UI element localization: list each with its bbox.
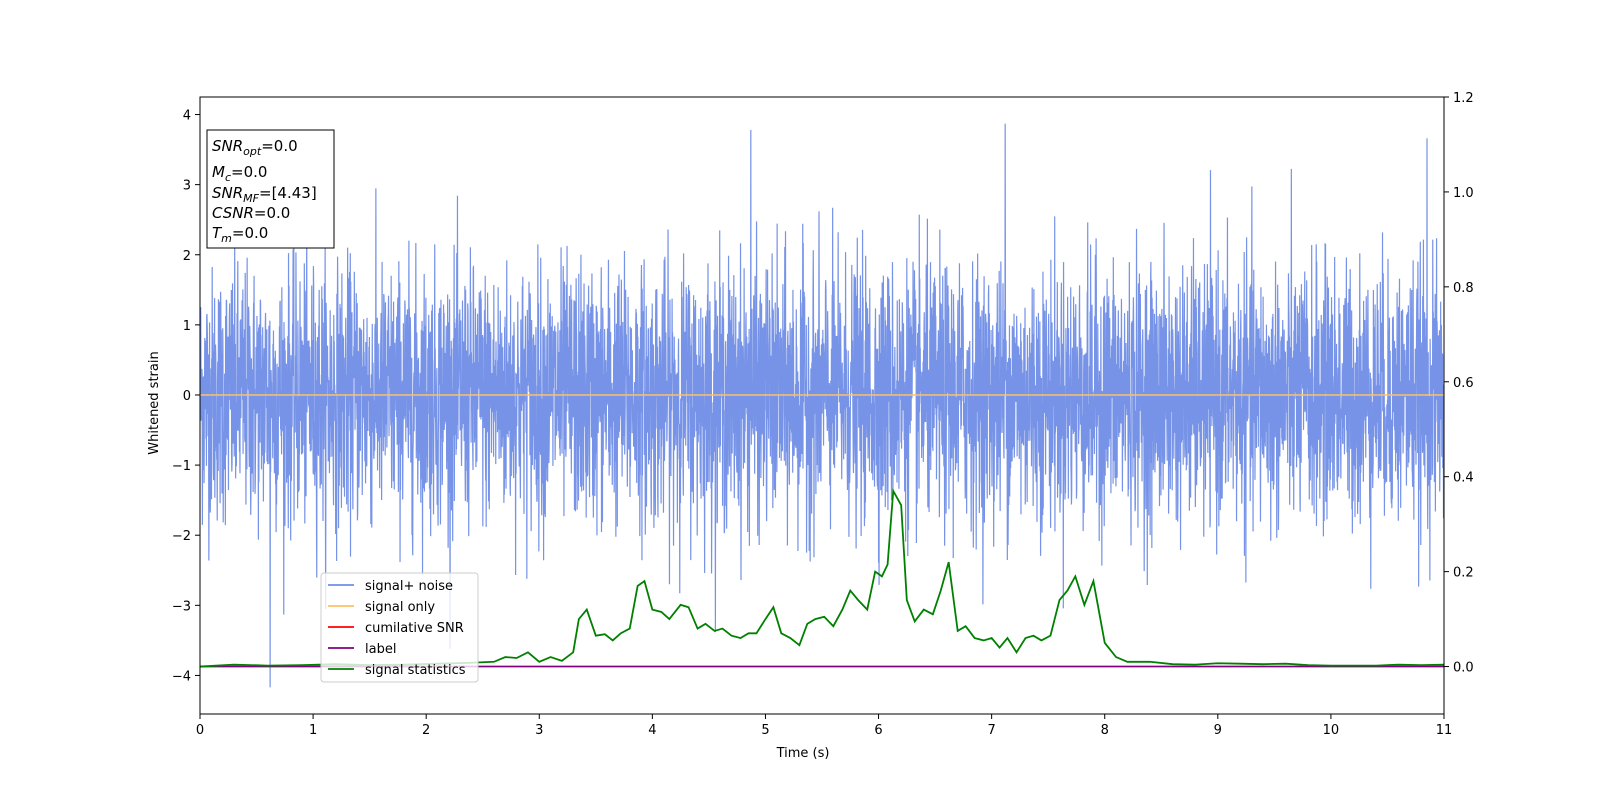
y-left-tick-label: 1 [183,319,191,334]
y-left-tick-label: −3 [172,599,191,614]
y-left-tick-label: 0 [183,389,191,404]
x-tick-label: 0 [196,723,204,738]
plot-frame [199,96,1445,715]
legend-label: signal statistics [365,663,466,678]
y-right-tick-label: 0.4 [1453,471,1474,486]
snr-mf-text: SNRMF=[4.43] [212,184,317,205]
y-left-tick-label: −1 [172,459,191,474]
x-tick-label: 1 [309,723,317,738]
y-left-tick-label: 3 [183,179,191,194]
y-right-tick-label: 0.0 [1453,661,1474,676]
series-line-5 [200,487,1444,668]
legend-label: signal only [365,600,435,615]
x-tick-label: 3 [535,723,543,738]
y-left-tick-label: −2 [172,529,191,544]
x-tick-label: 10 [1323,723,1340,738]
y-right-tick-label: 1.2 [1453,91,1474,106]
y-left-tick-label: −4 [172,669,191,684]
x-tick-label: 11 [1436,723,1453,738]
y-left-tick-label: 2 [183,249,191,264]
x-tick-label: 6 [874,723,882,738]
axes: 0 1 2 3 4 5 6 7 8 9 10 1143210−1−2−3−41.21.00.80.60… [172,91,1474,738]
x-tick-label: 9 [1214,723,1222,738]
y-left-tick-label: 4 [183,109,191,124]
y-right-tick-label: 1.0 [1453,186,1474,201]
legend: signal+ noise signal only cumilative SNR la… [320,572,479,683]
series-signal-noise-line [200,123,1444,688]
legend-label: signal+ noise [365,579,453,594]
y-axis-label: Whitened strain [147,351,162,454]
csnr-text: CSNR=0.0 [212,204,290,222]
legend-label: label [365,642,396,657]
mc-text: Mc=0.0 [212,163,267,184]
x-tick-label: 5 [761,723,769,738]
x-tick-label: 7 [987,723,995,738]
x-tick-label: 2 [422,723,430,738]
y-right-tick-label: 0.6 [1453,376,1474,391]
x-tick-label: 8 [1101,723,1109,738]
y-right-tick-label: 0.2 [1453,566,1474,581]
snr-opt-text: SNRopt=0.0 [212,137,298,158]
info-box: SNRopt=0.0 Mc=0.0 SNRMF=[4.43] CSNR=0.0 … [206,129,335,249]
legend-box [320,572,479,683]
x-tick-label: 4 [648,723,656,738]
tm-text: Tm=0.0 [212,224,268,245]
x-axis-label: Time (s) [776,746,830,761]
y-right-tick-label: 0.8 [1453,281,1474,296]
legend-label: cumilative SNR [365,621,464,636]
